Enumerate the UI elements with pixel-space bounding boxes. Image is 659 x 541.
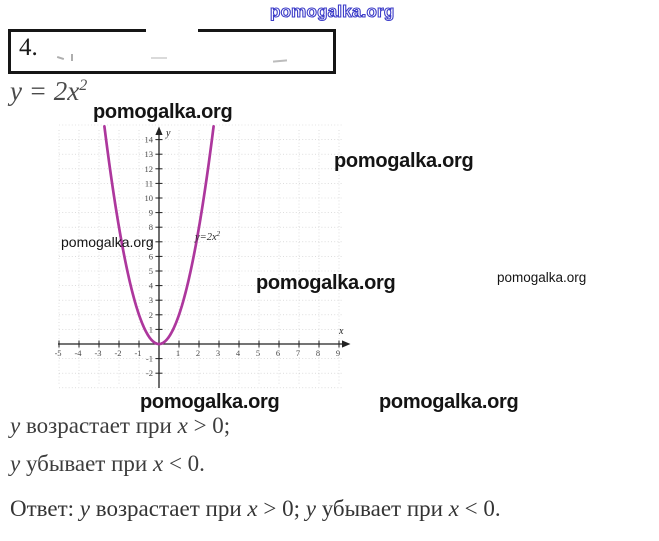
x-tick-label: 1: [176, 348, 180, 358]
erased-mark: [71, 54, 73, 61]
text-segment: Ответ:: [10, 496, 80, 521]
erased-mark: [272, 59, 288, 63]
tick-labels: -5 -4 -3 -2 -1 1 2 3 4 5 6 7 8 9-2-112345678910111213…: [54, 135, 340, 379]
watermark-bottom-left: pomogalka.org: [140, 391, 280, 413]
x-tick-label: 4: [236, 348, 241, 358]
y-tick-label: 1: [149, 324, 153, 334]
tick-marks: [58, 139, 340, 374]
y-tick-label: 9: [149, 208, 153, 218]
x-tick-label: 5: [256, 348, 260, 358]
math-var: y: [10, 451, 21, 476]
text-segment: > 0;: [257, 496, 306, 521]
y-tick-label: 13: [145, 149, 154, 159]
x-tick-label: -2: [114, 348, 121, 358]
y-tick-label: 4: [149, 281, 154, 291]
erased-mark: [151, 57, 167, 59]
y-tick-label: 6: [149, 251, 153, 261]
y-tick-label: 12: [145, 164, 154, 174]
math-var: x: [247, 496, 258, 521]
watermark-mid: pomogalka.org: [256, 272, 396, 294]
x-tick-label: -1: [134, 348, 141, 358]
x-tick-label: 9: [336, 348, 340, 358]
y-axis-label: y: [165, 128, 171, 139]
equation-var: x: [67, 76, 80, 106]
x-tick-label: 6: [276, 348, 280, 358]
erased-border-gap: [146, 28, 198, 33]
math-var: x: [177, 413, 188, 438]
equation-exp: 2: [79, 77, 88, 94]
y-tick-label: 8: [149, 222, 153, 232]
x-tick-label: 3: [216, 348, 220, 358]
answer-line: Ответ: y возрастает при x > 0; y убывает…: [10, 496, 501, 522]
watermark-on-graph: pomogalka.org: [61, 234, 154, 250]
erased-mark: [56, 55, 65, 61]
x-tick-label: -5: [55, 348, 62, 358]
text-segment: убывает при: [20, 451, 153, 476]
text-segment: убывает при: [315, 496, 449, 521]
text-segment: < 0.: [163, 451, 205, 476]
y-axis-arrow: [155, 126, 163, 135]
x-tick-label: 2: [196, 348, 200, 358]
watermark-right-small: pomogalka.org: [497, 270, 587, 285]
x-tick-label: -3: [94, 348, 101, 358]
x-axis-label: x: [338, 326, 344, 337]
y-tick-label: 3: [149, 295, 153, 305]
curve-label: y=2x2: [194, 230, 221, 243]
text-segment: возрастает при: [90, 496, 248, 521]
grid-lines: [58, 124, 343, 389]
math-var: y: [305, 496, 316, 521]
watermark-bottom-right: pomogalka.org: [379, 391, 519, 413]
equation-coef: 2: [53, 76, 68, 106]
statement-decreasing: y убывает при x < 0.: [10, 451, 205, 477]
watermark-above-graph: pomogalka.org: [93, 101, 233, 123]
y-tick-label: 5: [149, 266, 153, 276]
y-tick-label: -2: [146, 368, 153, 378]
x-tick-label: 8: [316, 348, 320, 358]
x-tick-label: 7: [296, 348, 300, 358]
task-number: 4.: [19, 34, 38, 61]
y-tick-label: 2: [149, 310, 153, 320]
y-tick-label: 11: [145, 178, 153, 188]
math-var: y: [79, 496, 91, 521]
equation: y = 2x2: [10, 76, 87, 107]
chart-svg: -5 -4 -3 -2 -1 1 2 3 4 5 6 7 8 9-2-112345678910111213…: [54, 124, 351, 389]
math-var: x: [152, 451, 164, 476]
x-tick-label: -4: [74, 348, 82, 358]
text-segment: > 0;: [187, 413, 231, 438]
x-axis-arrow: [342, 340, 351, 348]
y-tick-label: -1: [146, 354, 153, 364]
statement-increasing: y возрастает при x > 0;: [10, 413, 230, 439]
text-segment: < 0.: [458, 496, 501, 521]
math-var: x: [448, 496, 459, 521]
y-tick-label: 7: [149, 237, 153, 247]
parabola-curve: [103, 125, 215, 346]
y-tick-label: 10: [145, 193, 154, 203]
watermark-right-upper: pomogalka.org: [334, 150, 474, 172]
task-box: 4.: [8, 28, 336, 74]
watermark-top: pomogalka.org: [269, 1, 395, 21]
equation-lhs: y: [10, 76, 22, 106]
math-var: y: [10, 413, 21, 438]
text-segment: возрастает при: [20, 413, 178, 438]
equation-eq: =: [21, 76, 54, 106]
parabola-chart: -5 -4 -3 -2 -1 1 2 3 4 5 6 7 8 9 -2 -1 1 2 3 4 5 6 7 8 9 10 11 12 13…: [54, 118, 355, 396]
y-tick-label: 14: [145, 135, 154, 145]
